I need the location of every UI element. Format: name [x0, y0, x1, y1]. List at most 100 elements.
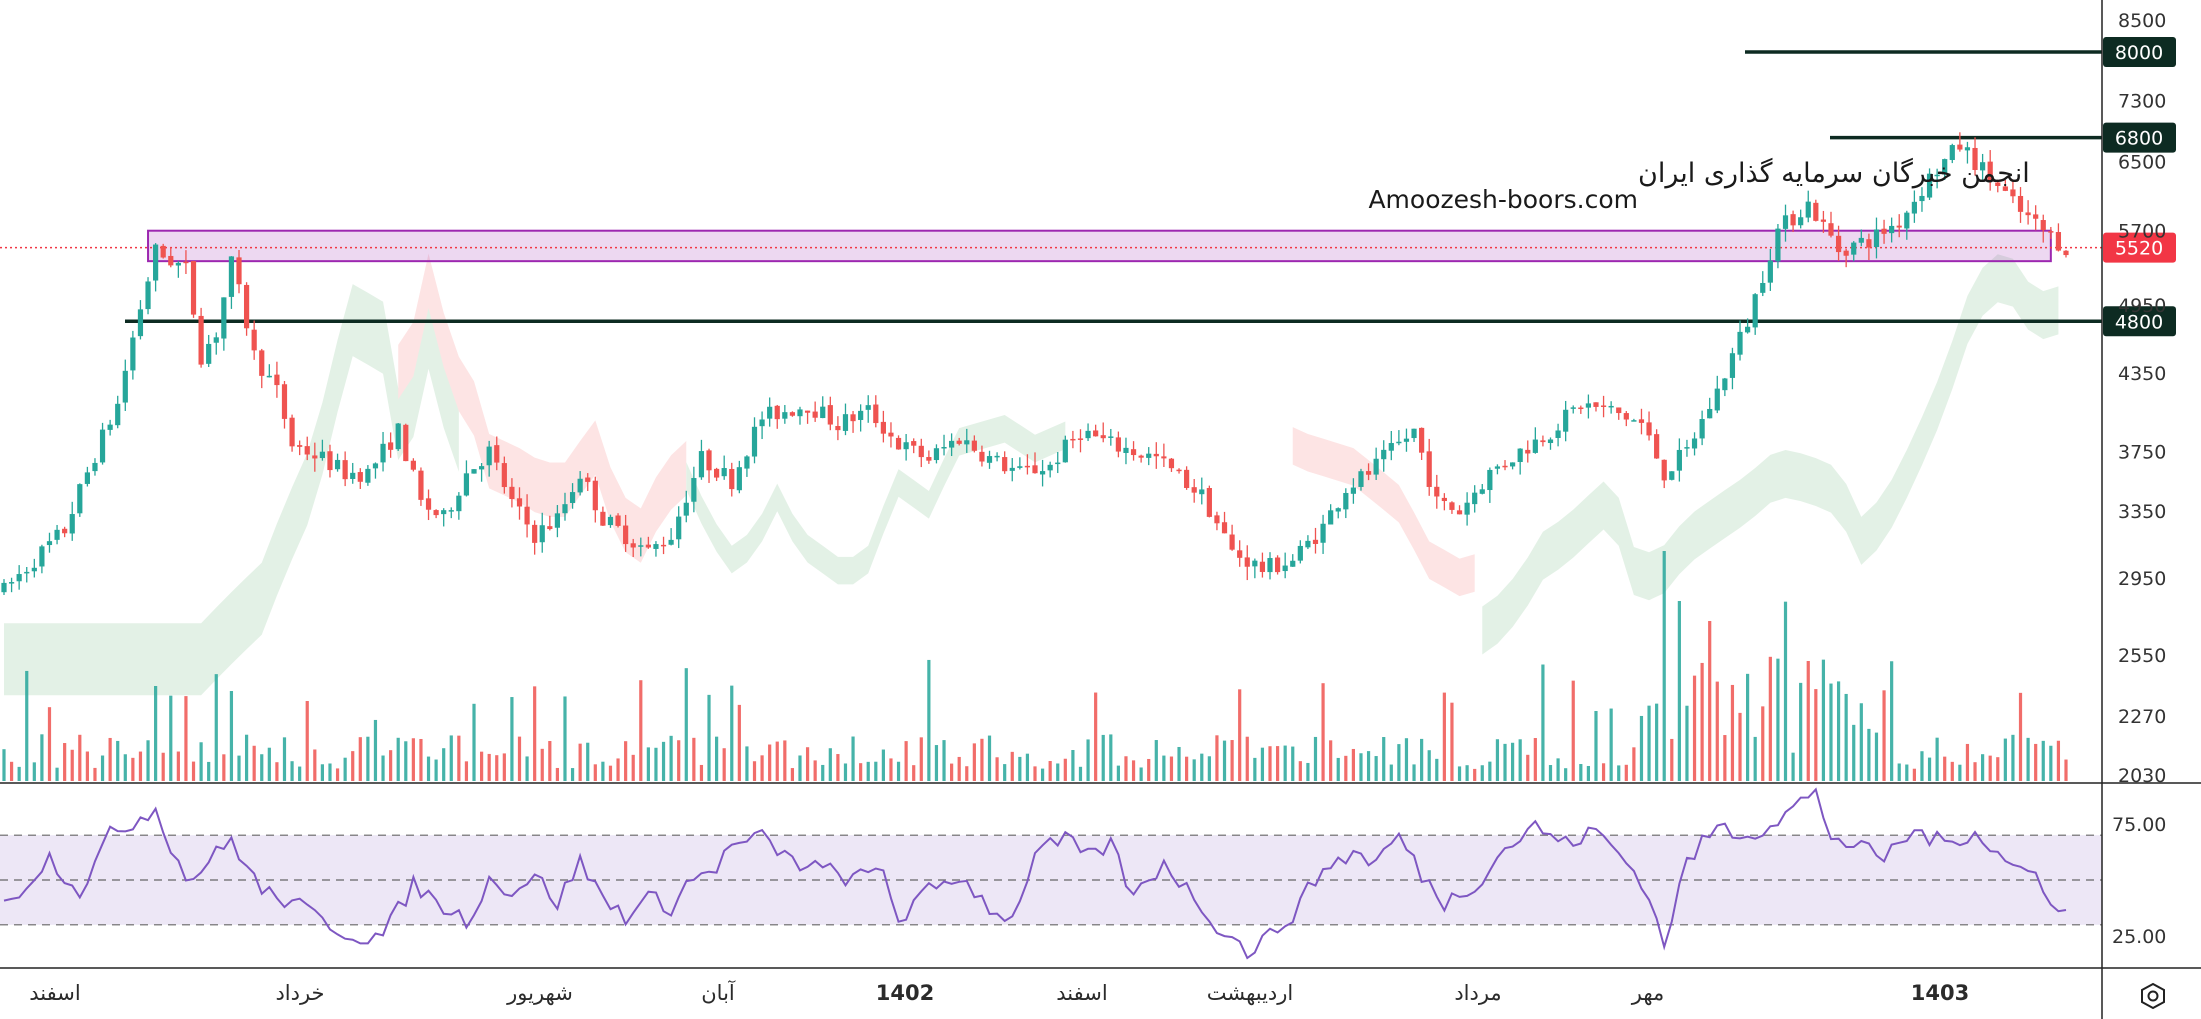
candle-body — [1365, 471, 1372, 475]
candle-body — [1138, 455, 1144, 458]
candle-body — [448, 510, 454, 512]
level-badge-4800 — [2103, 306, 2176, 337]
volume-bar — [442, 748, 446, 781]
volume-bar — [624, 741, 628, 781]
volume-bar — [1852, 724, 1856, 781]
rsi-pane — [0, 787, 2102, 960]
gear-icon[interactable] — [2141, 982, 2165, 1010]
volume-bar — [1109, 734, 1113, 781]
candle-body — [516, 498, 523, 507]
candle-body — [213, 337, 219, 343]
candle-body — [1002, 457, 1008, 472]
volume-bar — [1761, 706, 1765, 781]
volume-bar — [1677, 601, 1681, 781]
candle-body — [933, 448, 940, 461]
candle-body — [54, 529, 60, 540]
volume-bar — [859, 763, 863, 781]
volume-bar — [601, 761, 605, 781]
candle-body — [357, 472, 363, 482]
candle-body — [380, 443, 386, 463]
candle-body — [1320, 523, 1326, 543]
volume-bar — [176, 751, 180, 781]
volume-bar — [25, 670, 29, 781]
candle-body — [501, 463, 507, 488]
volume-bar — [1473, 768, 1477, 781]
candle-body — [39, 546, 45, 567]
volume-bar — [389, 750, 393, 781]
settings-button[interactable] — [2138, 981, 2168, 1011]
candle-body — [1244, 557, 1250, 567]
volume-bar — [805, 747, 810, 781]
candle-body — [1919, 195, 1925, 202]
volume-bar — [1723, 735, 1727, 781]
candle-body — [266, 375, 272, 378]
candle-body — [660, 544, 667, 547]
price-tick-label: 4950 — [2118, 295, 2166, 317]
volume-bar — [1488, 761, 1492, 781]
candle-body — [1130, 449, 1137, 456]
candle-body — [304, 446, 310, 455]
candle-body — [1032, 465, 1038, 474]
volume-bar — [17, 766, 21, 781]
volume-bar — [843, 763, 848, 781]
volume-bar — [169, 695, 173, 781]
candle-body — [221, 297, 227, 339]
candle-body — [1419, 427, 1425, 453]
candle-body — [979, 451, 985, 462]
volume-bar — [517, 736, 522, 781]
volume-bar — [1230, 740, 1234, 781]
volume-bar — [1859, 703, 1863, 781]
volume-bar — [1200, 753, 1204, 781]
candle-body — [1456, 510, 1463, 515]
candle-body — [1570, 407, 1576, 409]
volume-bar — [335, 768, 340, 781]
candle-body — [1024, 465, 1031, 468]
candle-body — [99, 429, 106, 463]
candle-body — [1866, 239, 1872, 248]
volume-bar — [298, 766, 302, 781]
volume-bar — [1260, 747, 1265, 781]
volume-bar — [404, 741, 408, 781]
volume-bar — [9, 761, 14, 781]
volume-bar — [1988, 755, 1992, 781]
volume-bar — [1480, 765, 1484, 781]
candle-body — [638, 545, 644, 547]
candle-body — [1676, 449, 1682, 471]
candle-body — [698, 451, 705, 478]
candle-body — [236, 257, 242, 285]
candle-body — [986, 456, 993, 463]
candle-body — [1494, 466, 1501, 469]
candle-body — [1396, 441, 1402, 444]
candle-body — [425, 498, 432, 510]
level-badge-label: 6800 — [2115, 128, 2163, 150]
candle-body — [1631, 420, 1637, 422]
candle-body — [2040, 220, 2046, 231]
volume-bar — [1056, 763, 1060, 781]
candle-body — [562, 504, 568, 514]
candle-body — [1381, 449, 1387, 460]
volume-bar — [351, 751, 355, 781]
horizontal-levels[interactable]: 8000 6800 4800 5520 — [0, 37, 2176, 337]
candle-body — [1798, 217, 1804, 226]
volume-bar — [2026, 737, 2030, 781]
candle-body — [388, 442, 394, 450]
candle-body — [918, 445, 924, 458]
volume-bar — [821, 764, 825, 781]
candle-body — [228, 256, 235, 297]
volume-bar — [1222, 740, 1227, 781]
candle-body — [168, 255, 174, 266]
volume-bar — [1890, 661, 1894, 781]
volume-bar — [1647, 705, 1651, 781]
volume-bar — [161, 752, 165, 781]
volume-bar — [1556, 758, 1560, 781]
candle-body — [759, 419, 765, 427]
volume-bar — [419, 738, 423, 781]
volume-bar — [184, 696, 188, 781]
candle-body — [1889, 225, 1895, 234]
volume-bar — [745, 746, 749, 781]
gear-icon-center — [2147, 990, 2159, 1002]
candle-body — [1995, 182, 2001, 186]
candle-body — [31, 567, 37, 572]
